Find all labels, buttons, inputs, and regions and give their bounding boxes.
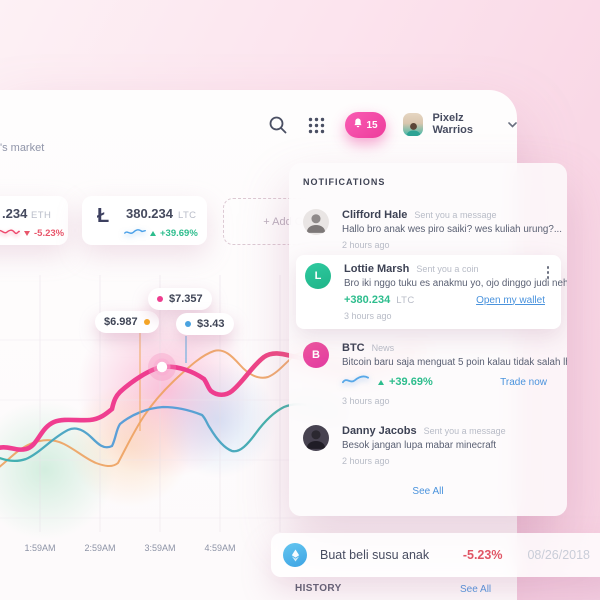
market-title: 's market [0,142,45,154]
eth-stat-card[interactable]: .234 ETH -5.23% [0,196,68,245]
notification-message: Bitcoin baru saja menguat 5 poin kalau t… [342,357,567,368]
chevron-down-icon [508,115,517,133]
avatar: L [305,263,331,289]
history-date: 08/26/2018 [527,548,590,562]
notifications-button[interactable]: 15 [345,112,386,138]
notification-item-highlighted[interactable]: L Lottie Marsh Sent you a coin Bro iki n… [296,255,567,329]
notification-type: News [371,343,395,353]
notification-item[interactable]: Clifford Hale Sent you a message Hallo b… [303,209,562,250]
price-flag-label: $6.987 [104,316,138,328]
ltc-stat-card[interactable]: Ł 380.234 LTC +39.69% [82,196,207,245]
notifications-title: NOTIFICATIONS [303,177,386,187]
notification-count-badge: 15 [366,119,378,131]
x-tick: 3:59AM [144,543,176,553]
x-tick: 1:59AM [24,543,56,553]
notifications-panel: NOTIFICATIONS Clifford Hale Sent you a m… [289,163,567,516]
avatar-initial: B [312,349,320,361]
eth-sparkline-icon [0,224,20,242]
ltc-change: +39.69% [160,227,198,239]
notification-type: Sent you a message [414,210,497,220]
notification-item[interactable]: B BTC News Bitcoin baru saja menguat 5 p… [303,342,567,406]
eth-value: .234 [2,206,28,221]
notification-message: Besok jangan lupa mabar minecraft [342,440,497,451]
history-note: Buat beli susu anak [320,548,430,562]
notifications-see-all-link[interactable]: See All [412,486,444,497]
blue-dot-icon [185,321,191,327]
history-section-title: HISTORY [295,583,342,594]
price-flag-7357: $7.357 [148,288,212,310]
ltc-symbol: LTC [178,210,197,221]
user-avatar [403,112,424,136]
eth-change: -5.23% [34,227,65,239]
user-menu[interactable]: Pixelz Warrios [403,112,517,136]
sender-name: Danny Jacobs [342,425,417,437]
price-flag-343: $3.43 [176,313,234,335]
bell-icon [353,118,363,132]
avatar [303,425,329,451]
apps-grid-icon[interactable] [308,117,325,134]
price-flag-label: $3.43 [197,318,225,330]
user-name: Pixelz Warrios [432,112,473,136]
notification-time: 3 hours ago [342,396,390,406]
notification-type: Sent you a coin [416,264,479,274]
ethereum-icon [283,543,307,567]
up-arrow-icon [378,379,384,385]
avatar-initial: L [314,270,322,282]
x-tick: 2:59AM [84,543,116,553]
history-see-all-link[interactable]: See All [460,584,492,595]
notification-message: Bro iki nggo tuku es anakmu yo, ojo ding… [344,278,567,289]
notification-time: 2 hours ago [342,456,390,466]
notification-message: Hallo bro anak wes piro saiki? wes kulia… [342,224,562,235]
trade-now-link[interactable]: Trade now [500,376,547,388]
orange-dot-icon [143,319,150,325]
background-strip [517,576,600,600]
price-flag-label: $7.357 [169,293,203,305]
up-arrow-icon [150,230,156,236]
litecoin-icon: Ł [97,205,110,227]
search-icon[interactable] [268,115,288,135]
btc-change: +39.69% [389,376,433,388]
avatar: B [303,342,329,368]
sender-name: Clifford Hale [342,209,408,221]
sender-name: Lottie Marsh [344,263,410,275]
open-wallet-link[interactable]: Open my wallet [476,294,545,306]
price-flag-6987: $6.987 [95,311,159,333]
ltc-value: 380.234 [126,206,173,221]
coin-currency: LTC [396,294,415,306]
sender-name: BTC [342,342,365,354]
ltc-sparkline-icon [124,224,146,242]
price-chart [0,275,423,540]
kebab-menu-icon[interactable] [545,264,552,281]
history-change: -5.23% [462,548,503,562]
notification-time: 2 hours ago [342,240,390,250]
history-entry-bar[interactable]: Buat beli susu anak -5.23% 08/26/2018 [271,533,600,577]
down-arrow-icon [24,230,30,236]
pink-dot-icon [157,296,163,302]
eth-symbol: ETH [31,210,52,221]
avatar [303,209,329,235]
notification-time: 3 hours ago [344,311,392,321]
notification-item[interactable]: Danny Jacobs Sent you a message Besok ja… [303,425,553,466]
coin-amount: +380.234 [344,294,391,306]
x-tick: 4:59AM [204,543,236,553]
notification-type: Sent you a message [423,426,506,436]
btc-sparkline-icon [342,373,369,391]
